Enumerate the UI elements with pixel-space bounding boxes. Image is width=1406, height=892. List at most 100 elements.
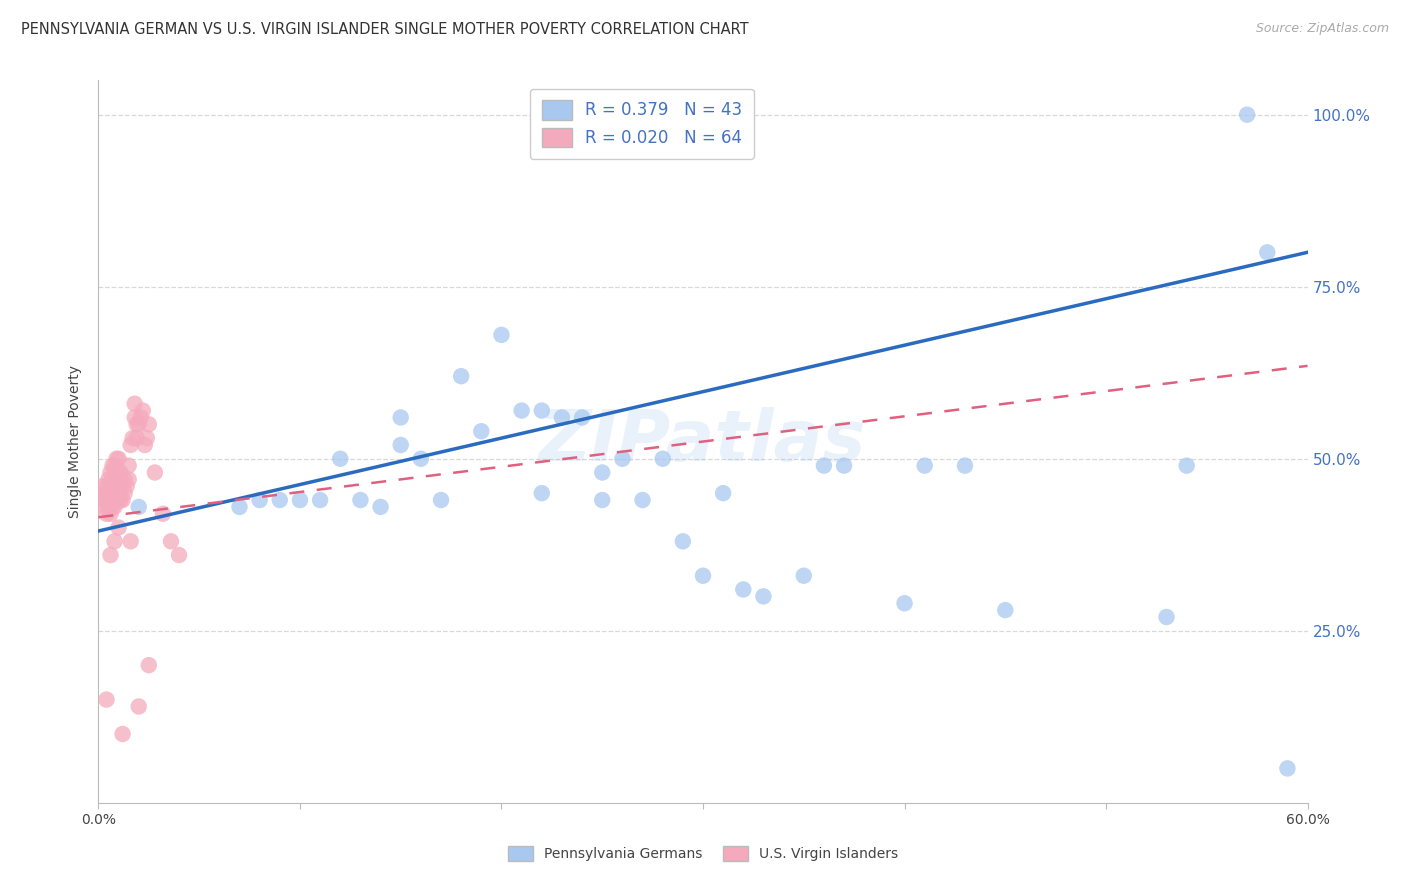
Point <box>450 369 472 384</box>
Y-axis label: Single Mother Poverty: Single Mother Poverty <box>69 365 83 518</box>
Point <box>551 410 574 425</box>
Point <box>125 417 148 432</box>
Point <box>370 500 392 514</box>
Point <box>101 458 124 473</box>
Point <box>107 520 129 534</box>
Point <box>1236 108 1258 122</box>
Point <box>124 397 146 411</box>
Point <box>1256 245 1278 260</box>
Point <box>152 507 174 521</box>
Point <box>111 493 134 508</box>
Point <box>711 486 734 500</box>
Point <box>97 486 120 500</box>
Point <box>510 403 533 417</box>
Point <box>128 699 150 714</box>
Point <box>100 479 122 493</box>
Point <box>591 466 613 480</box>
Point <box>134 438 156 452</box>
Point <box>118 472 141 486</box>
Point <box>96 493 118 508</box>
Point <box>107 493 129 508</box>
Point <box>228 500 250 514</box>
Point <box>389 410 412 425</box>
Point <box>91 479 114 493</box>
Point <box>105 493 128 508</box>
Point <box>135 431 157 445</box>
Point <box>111 727 134 741</box>
Point <box>893 596 915 610</box>
Point <box>105 451 128 466</box>
Point <box>120 534 142 549</box>
Point <box>100 493 122 508</box>
Point <box>120 438 142 452</box>
Point <box>612 451 634 466</box>
Point <box>591 493 613 508</box>
Point <box>107 466 129 480</box>
Point <box>114 472 136 486</box>
Point <box>101 486 124 500</box>
Point <box>1156 610 1178 624</box>
Point <box>125 431 148 445</box>
Text: ZIPatlas: ZIPatlas <box>540 407 866 476</box>
Point <box>129 410 152 425</box>
Point <box>96 479 118 493</box>
Point <box>530 486 553 500</box>
Point <box>430 493 453 508</box>
Point <box>107 479 129 493</box>
Point <box>100 466 122 480</box>
Point <box>349 493 371 508</box>
Point <box>96 692 118 706</box>
Point <box>733 582 755 597</box>
Point <box>100 548 122 562</box>
Point <box>114 486 136 500</box>
Point <box>160 534 183 549</box>
Point <box>953 458 976 473</box>
Point <box>107 451 129 466</box>
Point <box>269 493 291 508</box>
Point <box>793 568 815 582</box>
Point <box>491 327 513 342</box>
Point <box>124 410 146 425</box>
Point <box>813 458 835 473</box>
Point <box>128 417 150 432</box>
Point <box>96 507 118 521</box>
Point <box>91 493 114 508</box>
Point <box>409 451 432 466</box>
Point <box>103 458 125 473</box>
Point <box>288 493 311 508</box>
Point <box>100 507 122 521</box>
Point <box>97 500 120 514</box>
Point <box>110 466 132 480</box>
Point <box>994 603 1017 617</box>
Point <box>571 410 593 425</box>
Point <box>309 493 332 508</box>
Point <box>105 466 128 480</box>
Text: PENNSYLVANIA GERMAN VS U.S. VIRGIN ISLANDER SINGLE MOTHER POVERTY CORRELATION CH: PENNSYLVANIA GERMAN VS U.S. VIRGIN ISLAN… <box>21 22 749 37</box>
Point <box>530 403 553 417</box>
Point <box>389 438 412 452</box>
Point <box>103 534 125 549</box>
Point <box>103 472 125 486</box>
Point <box>110 479 132 493</box>
Point <box>121 431 143 445</box>
Point <box>93 500 115 514</box>
Point <box>105 479 128 493</box>
Point <box>93 486 115 500</box>
Point <box>132 403 155 417</box>
Point <box>752 590 775 604</box>
Point <box>249 493 271 508</box>
Point <box>167 548 190 562</box>
Point <box>97 472 120 486</box>
Point <box>329 451 352 466</box>
Point <box>692 568 714 582</box>
Point <box>110 493 132 508</box>
Point <box>101 472 124 486</box>
Point <box>651 451 673 466</box>
Text: Source: ZipAtlas.com: Source: ZipAtlas.com <box>1256 22 1389 36</box>
Point <box>914 458 936 473</box>
Point <box>470 424 492 438</box>
Point <box>115 479 138 493</box>
Point <box>118 458 141 473</box>
Point <box>111 479 134 493</box>
Point <box>1175 458 1198 473</box>
